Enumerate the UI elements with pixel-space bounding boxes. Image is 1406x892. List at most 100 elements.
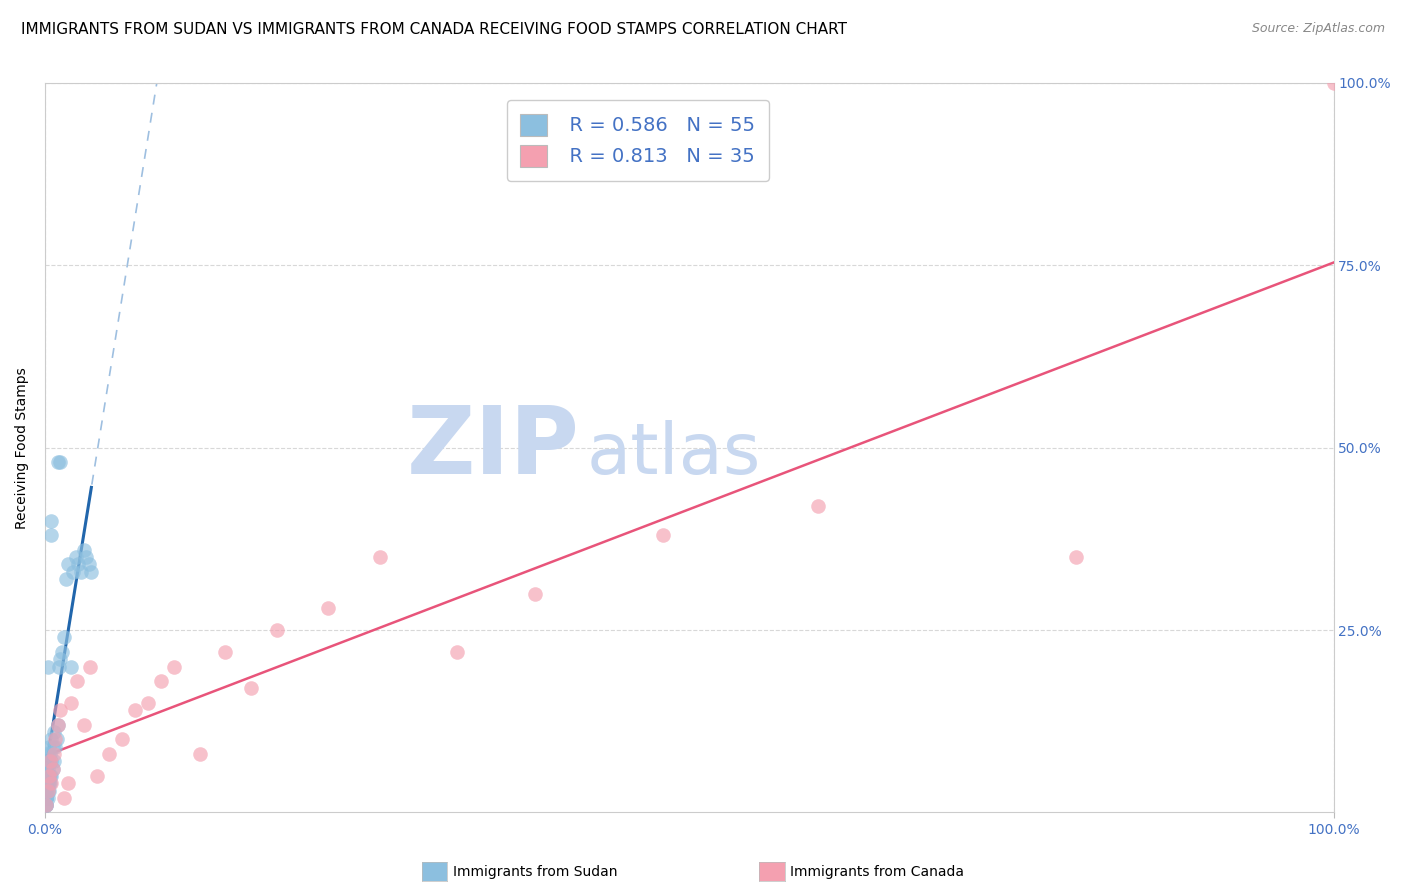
Point: [41, 514, 63, 528]
Point: [39, 769, 62, 783]
Point: [49, 703, 72, 717]
Point: [42, 755, 65, 769]
Text: Source: ZipAtlas.com: Source: ZipAtlas.com: [1251, 22, 1385, 36]
Point: [39, 755, 62, 769]
Point: [41, 528, 63, 542]
Point: [35, 776, 58, 790]
Point: [35, 755, 58, 769]
Point: [46, 718, 69, 732]
Point: [124, 703, 146, 717]
Point: [136, 696, 159, 710]
Point: [446, 645, 468, 659]
Point: [98, 747, 121, 761]
Point: [45, 732, 67, 747]
Point: [42, 747, 65, 761]
Point: [35, 762, 58, 776]
Point: [66, 674, 89, 689]
Point: [72, 542, 94, 557]
Point: [35, 762, 58, 776]
Point: [46, 455, 69, 469]
Point: [35, 747, 58, 761]
Point: [368, 550, 391, 565]
Point: [35, 776, 58, 790]
Text: Immigrants from Canada: Immigrants from Canada: [790, 865, 965, 880]
Point: [42, 725, 65, 739]
Point: [37, 762, 59, 776]
Point: [1064, 550, 1087, 565]
Point: [38, 739, 60, 754]
Point: [38, 769, 60, 783]
Point: [652, 528, 675, 542]
Point: [37, 776, 59, 790]
Point: [79, 659, 101, 673]
Point: [266, 623, 288, 637]
Point: [44, 732, 66, 747]
Point: [240, 681, 263, 696]
Point: [38, 776, 60, 790]
Point: [35, 798, 58, 813]
Point: [35, 783, 58, 797]
Point: [807, 499, 830, 513]
Text: ZIP: ZIP: [406, 401, 579, 493]
Point: [41, 762, 63, 776]
Point: [51, 645, 73, 659]
Point: [53, 631, 76, 645]
Point: [37, 783, 59, 797]
Point: [318, 601, 340, 615]
Point: [35, 790, 58, 805]
Point: [41, 739, 63, 754]
Point: [77, 558, 100, 572]
Point: [214, 645, 236, 659]
Point: [49, 455, 72, 469]
Point: [55, 572, 77, 586]
Point: [37, 783, 59, 797]
Point: [35, 798, 58, 813]
Point: [111, 732, 134, 747]
Point: [75, 550, 97, 565]
Point: [39, 776, 62, 790]
Point: [44, 739, 66, 754]
Point: [523, 586, 546, 600]
Point: [188, 747, 211, 761]
Point: [41, 732, 63, 747]
Y-axis label: Receiving Food Stamps: Receiving Food Stamps: [15, 367, 30, 529]
Point: [39, 747, 62, 761]
Point: [35, 769, 58, 783]
Point: [37, 769, 59, 783]
Point: [41, 776, 63, 790]
Legend:   R = 0.586   N = 55,   R = 0.813   N = 35: R = 0.586 N = 55, R = 0.813 N = 35: [506, 100, 769, 181]
Point: [38, 769, 60, 783]
Point: [56, 776, 79, 790]
Point: [37, 659, 59, 673]
Point: [41, 755, 63, 769]
Point: [86, 769, 108, 783]
Text: atlas: atlas: [586, 420, 761, 490]
Point: [48, 659, 70, 673]
Point: [72, 718, 94, 732]
Point: [35, 798, 58, 813]
Point: [49, 652, 72, 666]
Point: [70, 565, 93, 579]
Point: [35, 790, 58, 805]
Point: [163, 659, 186, 673]
Point: [56, 558, 79, 572]
Point: [149, 674, 172, 689]
Point: [46, 718, 69, 732]
Point: [67, 558, 90, 572]
Point: [35, 790, 58, 805]
Point: [38, 755, 60, 769]
Point: [35, 798, 58, 813]
Point: [38, 783, 60, 797]
Point: [80, 565, 103, 579]
Point: [53, 790, 76, 805]
Point: [35, 790, 58, 805]
Point: [1322, 76, 1344, 90]
Text: IMMIGRANTS FROM SUDAN VS IMMIGRANTS FROM CANADA RECEIVING FOOD STAMPS CORRELATIO: IMMIGRANTS FROM SUDAN VS IMMIGRANTS FROM…: [21, 22, 846, 37]
Point: [59, 659, 82, 673]
Point: [41, 762, 63, 776]
Point: [35, 783, 58, 797]
Point: [35, 769, 58, 783]
Text: Immigrants from Sudan: Immigrants from Sudan: [453, 865, 617, 880]
Point: [65, 550, 87, 565]
Point: [41, 769, 63, 783]
